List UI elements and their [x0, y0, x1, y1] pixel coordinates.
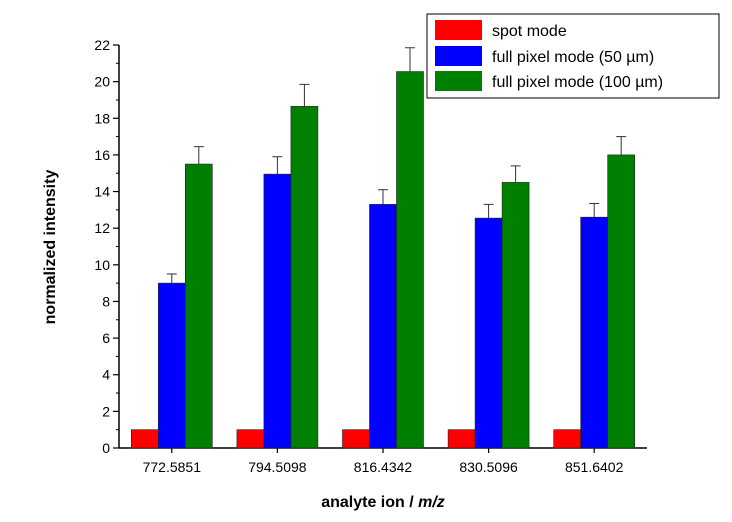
x-tick-label: 794.5098	[248, 459, 307, 475]
x-axis-title-italic: m/z	[418, 494, 445, 511]
x-tick-label: 830.5096	[459, 459, 518, 475]
bar	[290, 106, 319, 449]
bars	[131, 71, 636, 449]
bar	[131, 429, 159, 449]
y-tick-label: 18	[94, 110, 110, 126]
bar	[369, 204, 397, 449]
error-bars	[166, 47, 627, 284]
y-tick-label: 14	[94, 184, 110, 200]
bar	[553, 429, 582, 449]
x-axis-title: analyte ion / m/z	[321, 494, 445, 511]
y-tick-label: 4	[102, 367, 110, 383]
bar	[607, 154, 636, 449]
bar	[185, 163, 213, 449]
legend-label-full-pixel-50: full pixel mode (50 µm)	[492, 49, 654, 66]
legend-label-spot-mode: spot mode	[492, 23, 567, 40]
y-tick-label: 22	[94, 37, 110, 53]
x-tick-label: 816.4342	[354, 459, 413, 475]
bar	[236, 429, 265, 449]
y-tick-label: 6	[102, 330, 110, 346]
x-tick-label: 772.5851	[143, 459, 202, 475]
legend: spot mode full pixel mode (50 µm) full p…	[426, 13, 720, 99]
legend-label-full-pixel-100: full pixel mode (100 µm)	[492, 74, 663, 91]
axes: 0 2 4 6 8 10 12 14 16 18 20 22 772.5851 794.5098 816.4…	[94, 37, 647, 475]
y-tick-label: 0	[102, 440, 110, 456]
bar	[342, 429, 370, 449]
y-tick-label: 16	[94, 147, 110, 163]
y-tick-label: 2	[102, 403, 110, 419]
bar	[158, 282, 186, 449]
legend-swatch-full-pixel-50	[435, 46, 482, 66]
bar	[580, 216, 609, 449]
bar	[396, 71, 424, 449]
x-axis-title-main: analyte ion /	[321, 494, 418, 511]
bar	[263, 173, 292, 449]
bar	[501, 182, 530, 449]
legend-swatch-full-pixel-100	[435, 71, 482, 91]
y-tick-label: 20	[94, 74, 110, 90]
y-tick-label: 8	[102, 293, 110, 309]
bar	[447, 429, 476, 449]
x-tick-label: 851.6402	[565, 459, 624, 475]
bar	[474, 217, 503, 449]
y-axis-title: normalized intensity	[42, 170, 59, 325]
y-tick-label: 10	[94, 257, 110, 273]
legend-swatch-spot-mode	[435, 20, 482, 40]
y-tick-label: 12	[94, 220, 110, 236]
